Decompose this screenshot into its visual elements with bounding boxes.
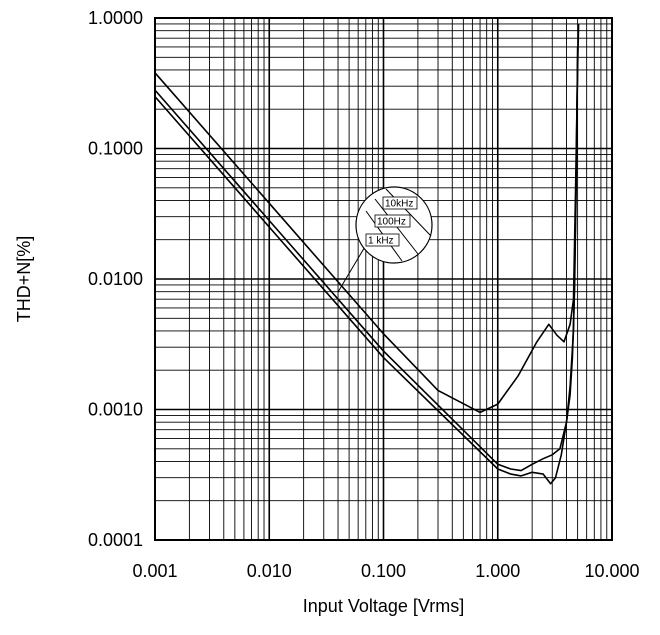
y-tick-label: 0.0100 — [88, 269, 143, 289]
series-line-100hz — [154, 46, 579, 472]
series-lines — [154, 23, 580, 485]
legend-callout: 10kHz 100Hz 1 kHz — [337, 186, 433, 293]
y-axis-title: THD+N[%] — [14, 236, 34, 323]
x-tick-label: 10.000 — [584, 561, 639, 581]
y-tick-label: 0.0010 — [88, 400, 143, 420]
legend-label-box-100hz — [374, 214, 411, 228]
x-tick-label: 0.010 — [247, 561, 292, 581]
x-axis-title: Input Voltage [Vrms] — [303, 596, 464, 616]
legend-label-box-1khz — [365, 233, 400, 247]
legend-label-1khz: 1 kHz — [368, 236, 394, 247]
x-tick-label: 1.000 — [475, 561, 520, 581]
legend-label-100hz: 100Hz — [377, 217, 406, 228]
y-tick-label: 0.1000 — [88, 139, 143, 159]
x-tick-label: 0.001 — [132, 561, 177, 581]
legend-label-10khz: 10kHz — [385, 199, 413, 210]
series-line-1khz — [154, 57, 579, 485]
legend-leader-line — [337, 244, 367, 293]
y-tick-label: 0.0001 — [88, 530, 143, 550]
plot-frame — [154, 17, 613, 541]
x-tick-label: 0.100 — [361, 561, 406, 581]
y-tick-label: 1.0000 — [88, 8, 143, 28]
tick-labels: 0.001 0.010 0.100 1.000 10.000 1.0000 0.1000 0.… — [88, 8, 640, 581]
legend-label-box-10khz — [382, 196, 418, 210]
